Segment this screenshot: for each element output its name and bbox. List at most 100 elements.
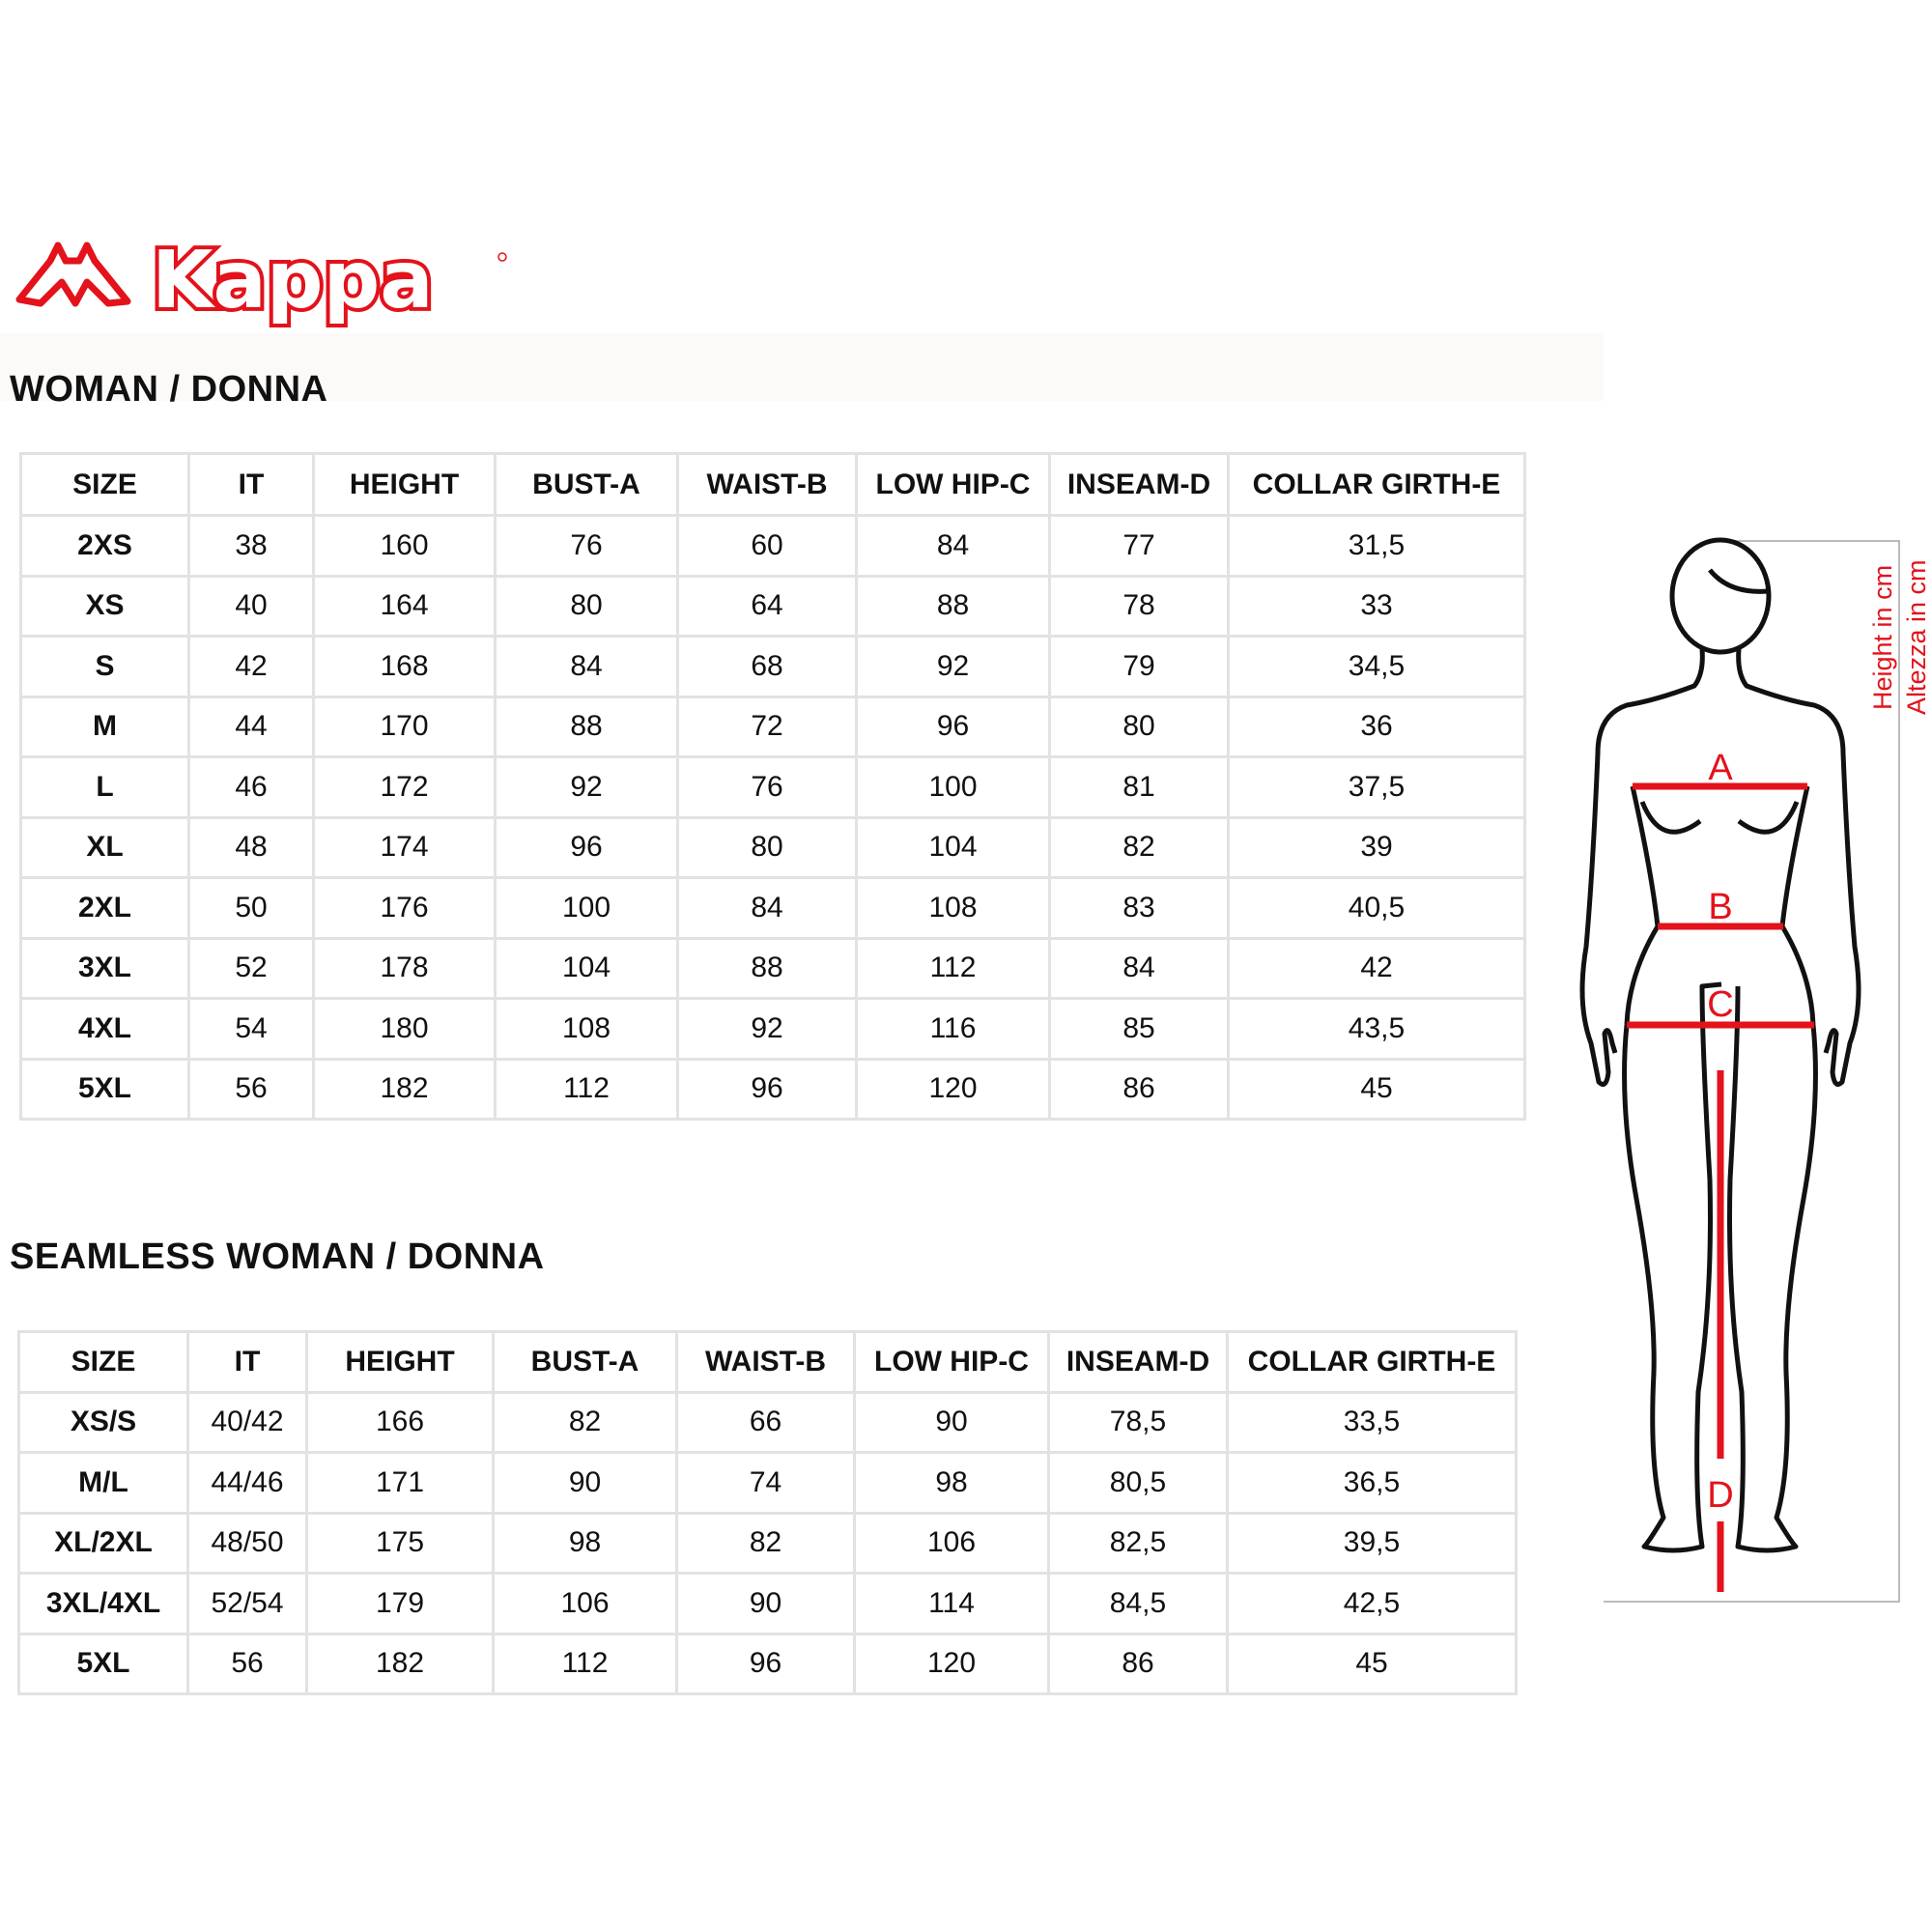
value-cell: 39 bbox=[1227, 815, 1526, 879]
table-row: XL 48 174 96 80 104 82 39 bbox=[19, 815, 1526, 879]
column-header: HEIGHT bbox=[312, 452, 497, 517]
label-a: A bbox=[1708, 748, 1733, 788]
table-row: L 46 172 92 76 100 81 37,5 bbox=[19, 755, 1526, 819]
value-cell: 40/42 bbox=[186, 1390, 308, 1454]
table-row: 3XL/4XL 52/54 179 106 90 114 84,5 42,5 bbox=[17, 1572, 1518, 1635]
value-cell: 174 bbox=[312, 815, 497, 879]
value-cell: 90 bbox=[492, 1451, 678, 1515]
value-cell: 179 bbox=[305, 1572, 495, 1635]
size-cell: S bbox=[19, 635, 190, 698]
value-cell: 79 bbox=[1048, 635, 1230, 698]
value-cell: 33 bbox=[1227, 574, 1526, 638]
size-cell: 4XL bbox=[19, 997, 190, 1061]
table-row: 3XL 52 178 104 88 112 84 42 bbox=[19, 936, 1526, 1000]
size-cell: 2XL bbox=[19, 876, 190, 940]
value-cell: 112 bbox=[492, 1632, 678, 1695]
table-row: XS/S 40/42 166 82 66 90 78,5 33,5 bbox=[17, 1390, 1518, 1454]
band bbox=[0, 333, 1604, 401]
column-header: IT bbox=[187, 452, 315, 517]
label-d: D bbox=[1707, 1475, 1733, 1516]
column-header: WAIST-B bbox=[676, 452, 858, 517]
value-cell: 106 bbox=[853, 1511, 1050, 1575]
value-cell: 52 bbox=[187, 936, 315, 1000]
value-cell: 104 bbox=[855, 815, 1051, 879]
value-cell: 81 bbox=[1048, 755, 1230, 819]
value-cell: 92 bbox=[855, 635, 1051, 698]
value-cell: 48/50 bbox=[186, 1511, 308, 1575]
value-cell: 82 bbox=[492, 1390, 678, 1454]
size-cell: XS bbox=[19, 574, 190, 638]
value-cell: 52/54 bbox=[186, 1572, 308, 1635]
value-cell: 98 bbox=[853, 1451, 1050, 1515]
size-cell: 5XL bbox=[17, 1632, 189, 1695]
value-cell: 84 bbox=[676, 876, 858, 940]
woman-silhouette-icon bbox=[1579, 537, 1861, 1553]
value-cell: 108 bbox=[494, 997, 679, 1061]
table-row: M 44 170 88 72 96 80 36 bbox=[19, 695, 1526, 758]
value-cell: 80 bbox=[1048, 695, 1230, 758]
value-cell: 40 bbox=[187, 574, 315, 638]
column-header: BUST-A bbox=[494, 452, 679, 517]
section-title-seamless: SEAMLESS WOMAN / DONNA bbox=[10, 1236, 545, 1277]
size-cell: XL/2XL bbox=[17, 1511, 189, 1575]
value-cell: 100 bbox=[494, 876, 679, 940]
value-cell: 112 bbox=[855, 936, 1051, 1000]
value-cell: 180 bbox=[312, 997, 497, 1061]
table-row: XL/2XL 48/50 175 98 82 106 82,5 39,5 bbox=[17, 1511, 1518, 1575]
value-cell: 60 bbox=[676, 514, 858, 578]
size-cell: L bbox=[19, 755, 190, 819]
value-cell: 68 bbox=[676, 635, 858, 698]
value-cell: 72 bbox=[676, 695, 858, 758]
figure-frame bbox=[1604, 540, 1900, 1603]
value-cell: 84 bbox=[855, 514, 1051, 578]
table-row: 2XL 50 176 100 84 108 83 40,5 bbox=[19, 876, 1526, 940]
value-cell: 85 bbox=[1048, 997, 1230, 1061]
value-cell: 170 bbox=[312, 695, 497, 758]
value-cell: 82 bbox=[1048, 815, 1230, 879]
column-header: INSEAM-D bbox=[1047, 1330, 1229, 1394]
value-cell: 54 bbox=[187, 997, 315, 1061]
value-cell: 80 bbox=[494, 574, 679, 638]
value-cell: 66 bbox=[675, 1390, 856, 1454]
value-cell: 166 bbox=[305, 1390, 495, 1454]
column-header: BUST-A bbox=[492, 1330, 678, 1394]
value-cell: 178 bbox=[312, 936, 497, 1000]
column-header: SIZE bbox=[17, 1330, 189, 1394]
value-cell: 164 bbox=[312, 574, 497, 638]
column-header: INSEAM-D bbox=[1048, 452, 1230, 517]
value-cell: 96 bbox=[855, 695, 1051, 758]
value-cell: 90 bbox=[853, 1390, 1050, 1454]
value-cell: 44/46 bbox=[186, 1451, 308, 1515]
value-cell: 114 bbox=[853, 1572, 1050, 1635]
size-cell: 3XL/4XL bbox=[17, 1572, 189, 1635]
column-header: LOW HIP-C bbox=[855, 452, 1051, 517]
table-row: S 42 168 84 68 92 79 34,5 bbox=[19, 635, 1526, 698]
value-cell: 86 bbox=[1048, 1057, 1230, 1121]
table-row: 2XS 38 160 76 60 84 77 31,5 bbox=[19, 514, 1526, 578]
value-cell: 88 bbox=[855, 574, 1051, 638]
column-header: SIZE bbox=[19, 452, 190, 517]
height-label-it: Altezza in cm bbox=[1902, 559, 1931, 715]
value-cell: 172 bbox=[312, 755, 497, 819]
table-row: M/L 44/46 171 90 74 98 80,5 36,5 bbox=[17, 1451, 1518, 1515]
value-cell: 84 bbox=[494, 635, 679, 698]
value-cell: 80 bbox=[676, 815, 858, 879]
value-cell: 45 bbox=[1227, 1057, 1526, 1121]
value-cell: 108 bbox=[855, 876, 1051, 940]
section-title-woman: WOMAN / DONNA bbox=[10, 369, 328, 410]
value-cell: 92 bbox=[494, 755, 679, 819]
value-cell: 76 bbox=[676, 755, 858, 819]
value-cell: 80,5 bbox=[1047, 1451, 1229, 1515]
value-cell: 76 bbox=[494, 514, 679, 578]
value-cell: 116 bbox=[855, 997, 1051, 1061]
column-header: IT bbox=[186, 1330, 308, 1394]
value-cell: 40,5 bbox=[1227, 876, 1526, 940]
value-cell: 84,5 bbox=[1047, 1572, 1229, 1635]
column-header: COLLAR GIRTH-E bbox=[1227, 452, 1526, 517]
table-row: 5XL 56 182 112 96 120 86 45 bbox=[19, 1057, 1526, 1121]
table-row: XS 40 164 80 64 88 78 33 bbox=[19, 574, 1526, 638]
value-cell: 175 bbox=[305, 1511, 495, 1575]
size-cell: M bbox=[19, 695, 190, 758]
value-cell: 34,5 bbox=[1227, 635, 1526, 698]
value-cell: 78,5 bbox=[1047, 1390, 1229, 1454]
